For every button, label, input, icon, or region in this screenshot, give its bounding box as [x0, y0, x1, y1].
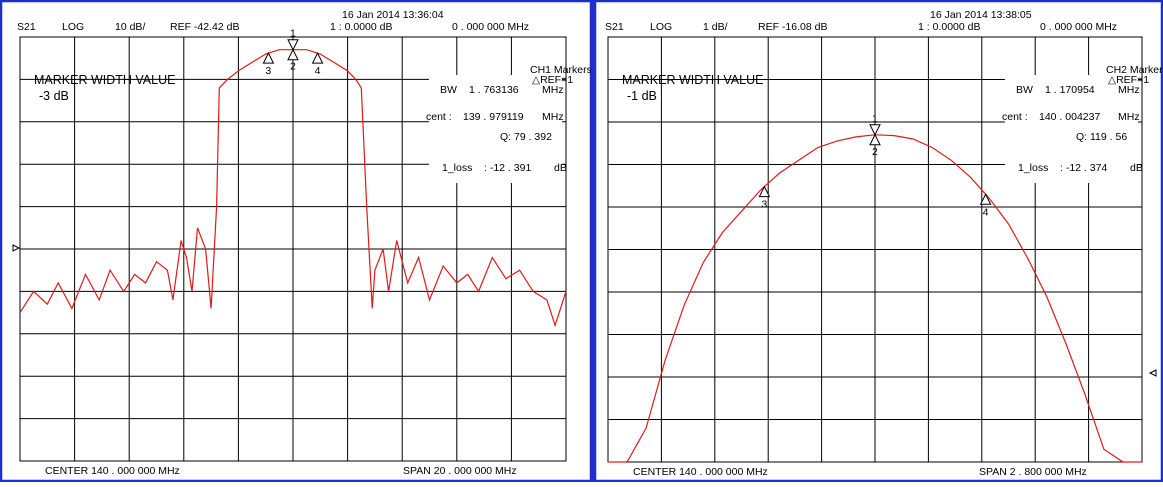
param-label: S21	[17, 21, 36, 33]
marker-width-title: MARKER WIDTH VALUE	[622, 73, 763, 87]
format-label: LOG	[650, 21, 672, 33]
marker-width-value: -3 dB	[39, 89, 69, 103]
cent-label: cent :	[426, 111, 452, 123]
center-frequency-label: CENTER 140 . 000 000 MHz	[45, 465, 180, 477]
marker-3-label: 3	[265, 65, 271, 77]
marker-width-value: -1 dB	[627, 89, 657, 103]
scale-label: 10 dB/	[115, 21, 145, 33]
markers-ref: △REF=1	[1108, 74, 1149, 86]
marker-frequency: 0 . 000 000 MHz	[452, 21, 529, 33]
bw-value: 1 . 763136	[469, 84, 519, 96]
marker-4-triangle	[979, 193, 992, 205]
marker-2-triangle	[869, 133, 881, 146]
marker-1-triangle	[869, 124, 881, 136]
panel-frame	[593, 0, 1163, 483]
markers-ref: △REF=1	[532, 74, 573, 86]
marker-2-label: 2	[872, 146, 878, 158]
marker-3-label: 3	[761, 199, 767, 211]
cent-label: cent :	[1002, 111, 1028, 123]
loss-unit: dB	[1130, 162, 1143, 174]
marker-readout: 1 : 0.0000 dB	[330, 21, 392, 33]
loss-value: : -12 . 374	[1060, 162, 1107, 174]
bw-label: BW	[1016, 84, 1033, 96]
span-label: SPAN 20 . 000 000 MHz	[403, 465, 517, 477]
marker-width-title: MARKER WIDTH VALUE	[34, 73, 175, 87]
ch2-chart: S21 LOG 1 dB/REF -16.08 dB 16 Jan 2014 13:3…	[593, 0, 1163, 483]
marker-1-triangle	[287, 39, 299, 51]
panel-separator	[591, 0, 594, 482]
marker-3-triangle	[262, 51, 275, 64]
marker-1-label: 1	[872, 113, 878, 125]
param-label: S21	[605, 21, 624, 33]
markers-title: CH1 Markers	[530, 64, 592, 76]
ref-level-label: REF -42.42 dB	[170, 21, 239, 33]
marker-2-label: 2	[290, 61, 296, 73]
bw-label: BW	[440, 84, 457, 96]
loss-label: 1_loss	[1018, 162, 1048, 174]
loss-label: 1_loss	[442, 162, 472, 174]
loss-value: : -12 . 391	[484, 162, 531, 174]
timestamp: 16 Jan 2014 13:38:05	[930, 9, 1032, 21]
trace-line	[19, 49, 567, 328]
marker-4-label: 4	[315, 65, 321, 77]
loss-unit: dB	[554, 162, 567, 174]
marker-4-triangle	[311, 51, 324, 64]
timestamp: 16 Jan 2014 13:36:04	[342, 9, 444, 21]
span-label: SPAN 2 . 800 000 MHz	[979, 466, 1087, 478]
reference-level-arrow	[12, 244, 21, 252]
q-factor: Q: 119 . 56	[1076, 131, 1127, 143]
markers-panel-bg	[1005, 75, 1138, 183]
markers-title: CH2 Markers	[1106, 64, 1163, 76]
bw-unit: MHz	[1118, 84, 1140, 96]
cent-unit: MHz	[1118, 111, 1140, 123]
markers-panel-bg	[429, 75, 562, 183]
marker-3-triangle	[758, 185, 771, 198]
bw-unit: MHz	[542, 84, 564, 96]
format-label: LOG	[62, 21, 84, 33]
ch2-panel: S21 LOG 1 dB/REF -16.08 dB 16 Jan 2014 13:3…	[593, 0, 1163, 483]
ch1-chart: S21 LOG 10 dB/REF -42.42 dB 16 Jan 2014 13:…	[0, 0, 593, 483]
marker-readout: 1 : 0.0000 dB	[918, 21, 980, 33]
marker-1-label: 1	[290, 28, 296, 40]
cent-unit: MHz	[542, 111, 564, 123]
ch1-panel: S21 LOG 10 dB/REF -42.42 dB 16 Jan 2014 13:…	[0, 0, 593, 483]
cent-value: 140 . 004237	[1039, 111, 1100, 123]
bw-value: 1 . 170954	[1045, 84, 1095, 96]
marker-4-label: 4	[983, 206, 989, 218]
scale-label: 1 dB/	[703, 21, 728, 33]
ref-level-label: REF -16.08 dB	[758, 21, 827, 33]
reference-level-arrow	[1148, 369, 1157, 377]
q-factor: Q: 79 . 392	[500, 131, 552, 143]
marker-frequency: 0 . 000 000 MHz	[1040, 21, 1117, 33]
marker-2-triangle	[287, 48, 299, 61]
cent-value: 139 . 979119	[463, 111, 524, 123]
center-frequency-label: CENTER 140 . 000 000 MHz	[633, 466, 768, 478]
